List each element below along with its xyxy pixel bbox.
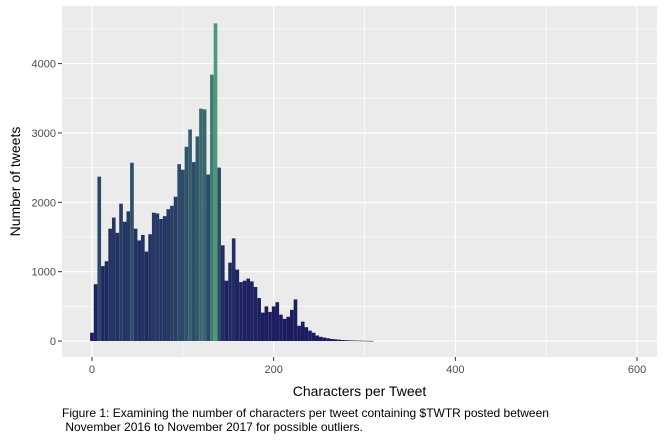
histogram-bar [166, 209, 171, 342]
histogram-bar [268, 311, 272, 342]
x-tick-label: 400 [446, 364, 464, 376]
histogram-bar [220, 245, 225, 342]
histogram-bar [322, 337, 327, 342]
x-axis-title: Characters per Tweet [293, 383, 427, 399]
histogram-bar [130, 162, 134, 342]
histogram-bar [170, 205, 174, 342]
histogram-bar [315, 335, 320, 342]
histogram-bar [206, 174, 211, 342]
histogram-bar [308, 330, 312, 342]
histogram-bar [202, 109, 207, 342]
histogram-bar [275, 302, 280, 342]
histogram-bar [144, 251, 149, 342]
histogram-bar [239, 282, 243, 342]
histogram-bar [348, 340, 352, 342]
histogram-bar [311, 332, 316, 342]
histogram-bar [181, 169, 185, 342]
histogram-bar [260, 312, 265, 342]
histogram-bar [286, 316, 291, 342]
histogram-bar [369, 340, 374, 342]
histogram-bar [359, 340, 363, 342]
histogram-bar [242, 280, 247, 342]
y-tick-label: 4000 [32, 59, 56, 71]
histogram-bar [224, 280, 229, 342]
y-tick-label: 1000 [32, 267, 56, 279]
histogram-bar [162, 216, 167, 342]
x-tick-label: 200 [264, 364, 282, 376]
histogram-bar [104, 261, 109, 342]
histogram-bar [126, 211, 131, 342]
histogram-bar [228, 262, 232, 342]
histogram-bar [101, 266, 105, 342]
figure-caption: Figure 1: Examining the number of charac… [62, 406, 549, 434]
histogram-bar [304, 327, 309, 342]
x-tick-label: 0 [89, 364, 95, 376]
y-tick-label: 3000 [32, 128, 56, 140]
histogram-bar [231, 238, 236, 342]
histogram-bar [297, 325, 301, 342]
histogram-bar [173, 196, 178, 342]
histogram-bar [250, 281, 254, 342]
histogram-bar [213, 23, 218, 342]
histogram-bar [293, 299, 298, 342]
histogram-bar [119, 203, 123, 342]
histogram-bar [184, 146, 189, 342]
histogram-bar [300, 321, 305, 342]
histogram-bar [337, 339, 341, 342]
histogram-bar [282, 318, 287, 342]
x-tick-label: 600 [628, 364, 646, 376]
histogram-bar [344, 340, 349, 342]
histogram-bar [191, 162, 196, 342]
histogram-bar [177, 164, 181, 342]
histogram-bar [137, 240, 142, 342]
y-tick-label: 2000 [32, 197, 56, 209]
histogram-bar [195, 136, 200, 342]
histogram-bar [90, 332, 94, 342]
histogram-bar [333, 339, 338, 342]
histogram-bar [257, 298, 261, 342]
histogram-bar [122, 221, 127, 342]
histogram-bar [155, 213, 160, 342]
histogram-bar [326, 338, 330, 342]
histogram-bar [355, 340, 360, 342]
grid-lines [62, 6, 657, 357]
histogram-bar [253, 286, 258, 342]
histogram-bar [159, 218, 163, 342]
histogram-bar [141, 234, 145, 342]
histogram-bar [235, 269, 240, 342]
histogram-bar [362, 340, 367, 342]
histogram-bar [93, 284, 98, 342]
histogram-bar [151, 212, 156, 342]
y-axis-title: Number of tweets [7, 127, 23, 237]
histogram-bar [108, 228, 112, 342]
histogram-bar [97, 176, 102, 342]
histogram-bar [148, 234, 152, 342]
histogram-bar [188, 129, 192, 342]
x-axis-ticks: 0 200 400 600 [89, 357, 646, 376]
histogram-bars [90, 23, 374, 342]
histogram-bar [115, 232, 120, 342]
histogram-bar [290, 309, 294, 342]
histogram-bar [319, 336, 323, 342]
histogram-bar [271, 306, 276, 342]
histogram-bar [279, 314, 283, 342]
histogram-bar [246, 278, 251, 342]
histogram-bar [366, 340, 370, 342]
histogram-bar [217, 167, 221, 342]
y-tick-label: 0 [50, 336, 56, 348]
histogram-bar [111, 217, 116, 342]
histogram-bar [264, 306, 269, 342]
histogram-bar [199, 108, 203, 342]
histogram-bar [210, 74, 214, 342]
histogram-bar [351, 340, 356, 342]
histogram-bar [329, 338, 334, 342]
histogram-bar [133, 228, 138, 342]
y-axis-ticks: 0 1000 2000 3000 4000 [32, 59, 62, 348]
histogram-bar [340, 340, 345, 342]
